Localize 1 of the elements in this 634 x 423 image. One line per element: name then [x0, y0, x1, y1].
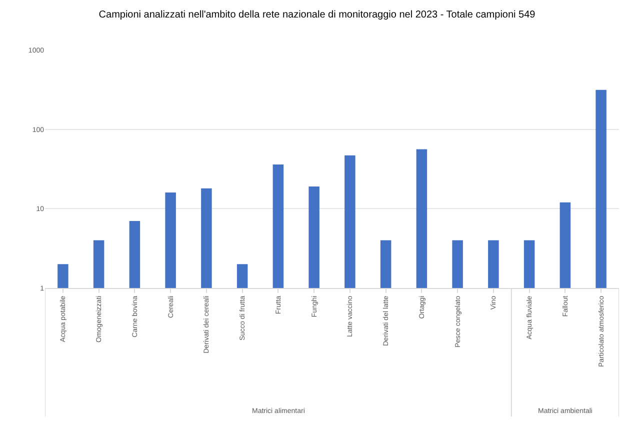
chart-title: Campioni analizzati nell'ambito della rete nazionale di monitoraggio nel 2023 - Totale campioni 549 — [98, 10, 536, 21]
